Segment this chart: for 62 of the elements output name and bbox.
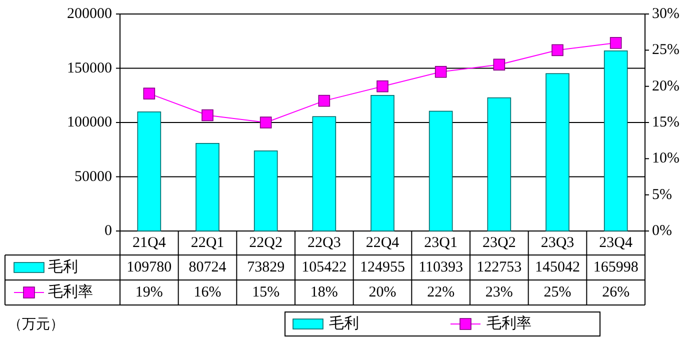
y2-tick-label: 25% (652, 42, 680, 58)
data-label: 165998 (593, 260, 638, 276)
text: 毛利 (329, 316, 359, 332)
data-label: 26% (602, 284, 630, 300)
y-tick-label: 200000 (67, 6, 112, 22)
text: 毛利率 (486, 316, 532, 332)
y-tick-label: 0 (104, 223, 112, 239)
y2-tick-label: 10% (652, 150, 680, 167)
bar (487, 97, 512, 232)
y2-tick-label: 5% (652, 186, 672, 203)
data-label: 124955 (360, 260, 405, 276)
x-tick-label: 22Q3 (307, 235, 341, 251)
x-tick-label: 23Q2 (482, 235, 516, 251)
point (493, 58, 506, 71)
bar (546, 73, 570, 232)
legend-label: 毛利 (48, 258, 78, 276)
y-tick-label: 50000 (74, 168, 112, 185)
data-label: 15% (252, 284, 280, 300)
point (143, 88, 156, 100)
bar (312, 116, 336, 232)
bar (137, 111, 162, 232)
data-label: 19% (135, 284, 163, 300)
bar (428, 110, 453, 232)
data-label: 122753 (476, 260, 522, 276)
x-tick-label: 23Q1 (424, 235, 458, 251)
x-tick-label: 22Q2 (249, 235, 283, 251)
point (376, 80, 388, 92)
point (260, 116, 272, 128)
point (202, 109, 214, 122)
data-label: 105422 (302, 260, 347, 276)
point (552, 44, 564, 56)
text: （万元） (8, 318, 64, 332)
y2-tick-label: 30% (652, 6, 680, 22)
point (434, 66, 447, 78)
point (610, 37, 622, 49)
y2-tick-label: 20% (652, 78, 680, 94)
data-label: 25% (544, 284, 572, 300)
data-label: 18% (310, 284, 338, 300)
data-label: 110393 (418, 260, 464, 276)
x-tick-label: 23Q4 (599, 235, 633, 251)
y-tick-label: 100000 (67, 114, 112, 130)
data-label: 73829 (247, 260, 285, 276)
y2-tick-label: 15% (652, 114, 680, 130)
data-label: 145042 (535, 260, 580, 276)
bar (196, 143, 220, 232)
data-label: 109780 (126, 260, 172, 276)
data-label: 16% (194, 284, 222, 300)
y2-tick-label: 0% (652, 223, 672, 239)
legend-label: 毛利率 (48, 284, 93, 300)
y-tick-label: 150000 (67, 60, 112, 76)
bar (370, 95, 394, 232)
data-label: 23% (485, 284, 513, 300)
x-tick-label: 22Q4 (366, 235, 400, 251)
bar (604, 50, 628, 232)
data-label: 22% (427, 284, 455, 300)
data-label: 80724 (188, 260, 227, 276)
x-tick-label: 23Q3 (540, 235, 574, 251)
x-tick-label: 21Q4 (132, 235, 166, 251)
data-label: 20% (368, 284, 396, 300)
point (318, 94, 330, 107)
bar (254, 150, 278, 232)
x-tick-label: 22Q1 (190, 235, 224, 251)
